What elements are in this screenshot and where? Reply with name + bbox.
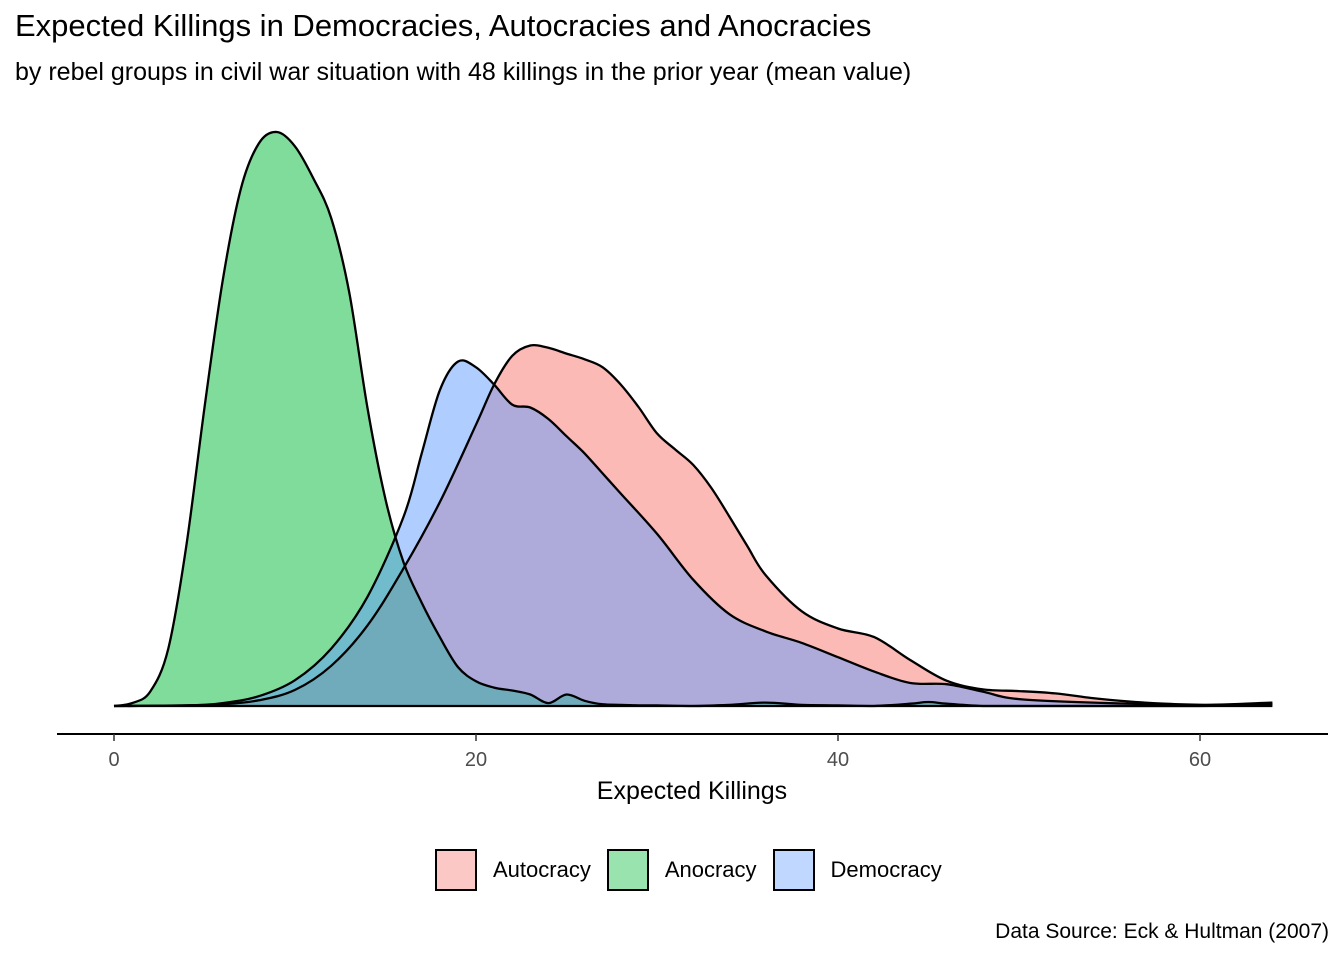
legend-item-autocracy: Autocracy xyxy=(435,849,591,891)
x-tick-label: 20 xyxy=(465,749,487,771)
legend-item-anocracy: Anocracy xyxy=(606,849,757,891)
x-tick-label: 60 xyxy=(1189,749,1211,771)
x-axis-label: Expected Killings xyxy=(597,777,787,805)
data-source-caption: Data Source: Eck & Hultman (2007) xyxy=(995,920,1329,943)
density-outline-autocracy xyxy=(113,343,1273,708)
legend: Autocracy Anocracy Democracy xyxy=(435,849,958,891)
legend-item-democracy: Democracy xyxy=(772,849,942,891)
legend-swatch-anocracy xyxy=(606,849,649,891)
density-outline-democracy xyxy=(113,359,1273,708)
legend-swatch-autocracy xyxy=(435,849,477,891)
density-areas xyxy=(113,130,1273,708)
density-area-anocracy xyxy=(114,131,1273,706)
density-outline-anocracy xyxy=(113,130,1273,708)
legend-label-democracy: Democracy xyxy=(830,857,942,882)
x-tick-label: 0 xyxy=(108,749,119,771)
chart-subtitle: by rebel groups in civil war situation w… xyxy=(15,58,912,86)
legend-label-autocracy: Autocracy xyxy=(493,857,591,882)
chart-title: Expected Killings in Democracies, Autocr… xyxy=(15,8,872,43)
legend-label-anocracy: Anocracy xyxy=(664,857,757,882)
legend-swatch-democracy xyxy=(772,849,815,891)
density-area-democracy xyxy=(114,360,1273,706)
x-axis-ticks: 0 20 40 60 xyxy=(108,734,1211,771)
x-tick-label: 40 xyxy=(827,749,849,771)
